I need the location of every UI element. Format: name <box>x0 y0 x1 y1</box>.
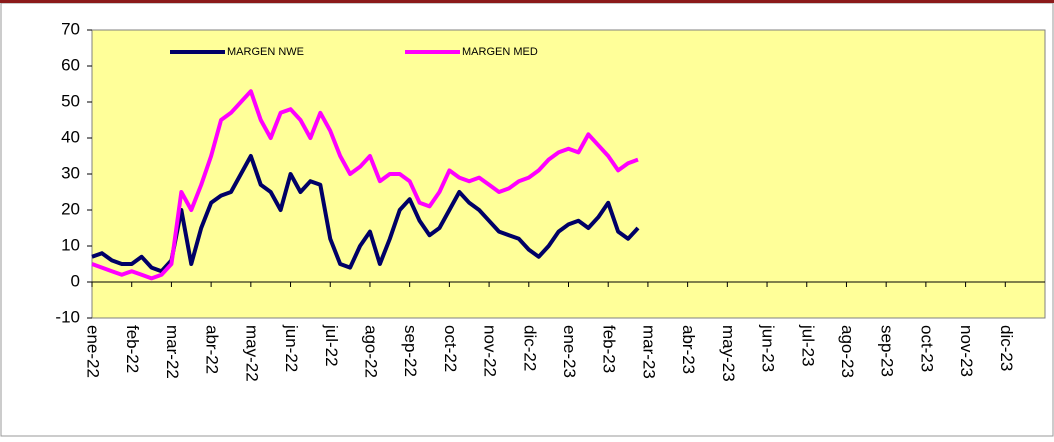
x-tick-label: may-23 <box>719 325 738 382</box>
x-tick-label: abr-22 <box>203 325 222 374</box>
legend-label: MARGEN MED <box>462 46 538 58</box>
y-tick-label: 10 <box>61 235 80 254</box>
y-tick-label: -10 <box>55 307 80 326</box>
x-tick-label: sep-22 <box>401 325 420 377</box>
x-tick-label: ago-22 <box>361 325 380 378</box>
x-tick-label: nov-22 <box>481 325 500 377</box>
y-tick-label: 20 <box>61 199 80 218</box>
legend-label: MARGEN NWE <box>227 46 304 58</box>
x-tick-label: oct-22 <box>441 325 460 372</box>
x-tick-label: ene-22 <box>84 325 103 378</box>
x-tick-label: abr-23 <box>679 325 698 374</box>
x-tick-label: jul-22 <box>322 324 341 367</box>
y-tick-label: 60 <box>61 55 80 74</box>
x-tick-label: ene-23 <box>560 325 579 378</box>
y-tick-label: 30 <box>61 163 80 182</box>
x-tick-label: ago-23 <box>838 325 857 378</box>
x-tick-label: mar-22 <box>163 325 182 379</box>
y-tick-label: 50 <box>61 91 80 110</box>
y-tick-label: 40 <box>61 127 80 146</box>
x-tick-label: mar-23 <box>639 325 658 379</box>
plot-area <box>91 29 1046 319</box>
series-line <box>91 154 640 274</box>
x-tick-label: dic-23 <box>997 325 1016 371</box>
x-tick-label: may-22 <box>242 325 261 382</box>
x-tick-label: jun-22 <box>282 324 301 372</box>
y-tick-label: 70 <box>61 19 80 38</box>
x-tick-label: feb-22 <box>123 325 142 373</box>
x-tick-label: oct-23 <box>917 325 936 372</box>
series-line <box>91 89 639 281</box>
top-band <box>0 0 1054 3</box>
x-tick-label: jun-23 <box>759 324 778 372</box>
x-tick-label: nov-23 <box>957 325 976 377</box>
x-tick-label: jul-23 <box>798 324 817 367</box>
x-tick-label: dic-22 <box>520 325 539 371</box>
y-tick-label: 0 <box>71 271 80 290</box>
x-tick-label: feb-23 <box>600 325 619 373</box>
x-tick-label: sep-23 <box>878 325 897 377</box>
